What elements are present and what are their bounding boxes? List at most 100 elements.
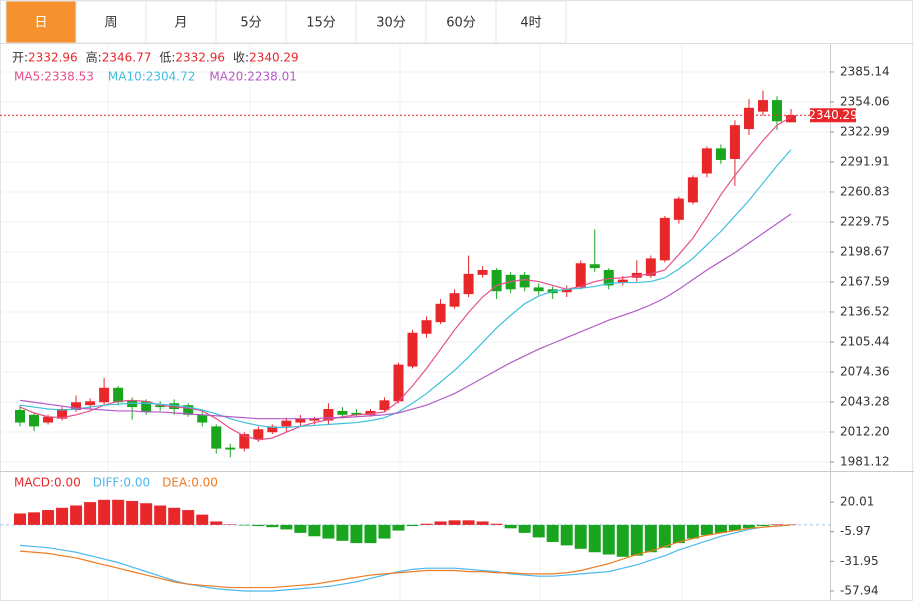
last-price-tag	[810, 108, 856, 123]
macd-bar	[336, 524, 349, 541]
y-tick-label: 2322.99	[840, 124, 890, 138]
legend-text: DEA	[162, 476, 188, 490]
macd-bar	[14, 513, 26, 525]
candle-body	[267, 426, 278, 433]
candle-body	[379, 400, 390, 410]
candle-body	[393, 364, 404, 402]
macd-bar	[785, 524, 797, 526]
macd-bar	[182, 510, 195, 525]
candle-body	[351, 412, 362, 415]
macd-bar	[686, 524, 699, 539]
candle-body	[771, 100, 782, 122]
candle-body	[15, 409, 25, 423]
legend-text: :	[187, 476, 191, 490]
period-tab[interactable]: 周	[75, 0, 147, 44]
candle-body	[743, 107, 754, 130]
ma-line	[19, 116, 792, 441]
period-tab[interactable]: 15分	[285, 0, 357, 44]
candle-body	[449, 293, 460, 307]
period-tabs: 日 周 月 5分 15分 30分 60分 4时	[5, 0, 567, 44]
macd-bar	[238, 524, 251, 526]
legend-text: 2338.53	[44, 70, 94, 84]
candle-body	[729, 125, 740, 159]
candle-body	[43, 416, 54, 423]
macd-bar	[70, 505, 83, 525]
macd-bar	[210, 521, 223, 525]
y-tick-label: 2167.59	[840, 274, 890, 288]
macd-bar	[56, 507, 69, 525]
y-tick-label: -31.95	[840, 554, 879, 568]
macd-bar	[196, 514, 209, 525]
candle-body	[225, 447, 236, 450]
candle-body	[309, 418, 320, 421]
y-tick-label: 2012.20	[840, 424, 890, 438]
candle-body	[295, 418, 306, 423]
legend-text: MACD	[14, 476, 50, 490]
macd-bar	[154, 505, 167, 525]
last-price-label: 2340.29	[808, 108, 858, 122]
macd-bar	[308, 524, 321, 537]
candle-body	[589, 264, 600, 269]
macd-bar	[574, 524, 587, 549]
legend-text: 高:	[86, 50, 102, 65]
legend-text: 0.00	[191, 476, 218, 490]
y-tick-label: 1981.12	[840, 455, 890, 469]
candle-body	[253, 429, 264, 439]
macd-bar	[532, 524, 545, 538]
period-tab[interactable]: 月	[145, 0, 217, 44]
candle-body	[687, 177, 698, 203]
candle-body	[603, 270, 614, 286]
macd-bar	[518, 524, 531, 533]
period-tab[interactable]: 30分	[355, 0, 427, 44]
macd-bar	[280, 524, 293, 530]
macd-bar	[322, 524, 335, 539]
legend-text: 2304.72	[146, 70, 196, 84]
macd-bar	[98, 499, 111, 525]
period-tab[interactable]: 日	[5, 0, 77, 44]
candle-body	[323, 409, 334, 421]
legend-text: :	[142, 70, 146, 84]
tab-label: 日	[34, 16, 47, 31]
candle-body	[491, 270, 502, 292]
macd-line	[19, 524, 792, 589]
y-tick-label: -57.94	[840, 583, 879, 597]
candle-body	[239, 434, 250, 449]
macd-bar	[392, 524, 405, 531]
macd-bar	[350, 524, 363, 544]
period-tab[interactable]: 5分	[215, 0, 287, 44]
period-tab[interactable]: 4时	[495, 0, 567, 44]
candle-body	[141, 401, 152, 412]
macd-line	[19, 524, 792, 592]
legend-text: 收:	[233, 51, 249, 65]
macd-bar	[462, 520, 475, 525]
macd-bar	[448, 520, 461, 525]
macd-bar	[476, 521, 489, 525]
candle-body	[421, 320, 432, 334]
candle-body	[575, 263, 586, 288]
legend-text: :	[243, 70, 247, 84]
macd-bar	[252, 524, 265, 527]
candle-body	[365, 410, 376, 415]
y-tick-label: 2260.83	[840, 184, 890, 198]
macd-bar	[28, 512, 41, 525]
macd-bar	[378, 524, 391, 539]
macd-bar	[224, 524, 237, 525]
macd-bar	[504, 524, 517, 529]
legend-text: MA10	[108, 70, 142, 84]
legend-text: :	[119, 476, 123, 490]
macd-bar	[364, 524, 377, 544]
macd-bar	[406, 524, 419, 527]
macd-bar	[616, 524, 629, 557]
candle-body	[183, 405, 194, 415]
period-tab[interactable]: 60分	[425, 0, 497, 44]
macd-bar	[294, 524, 307, 533]
candle-body	[757, 100, 768, 112]
candle-body	[169, 403, 180, 410]
macd-bar	[602, 524, 615, 555]
y-tick-label: 2105.44	[840, 334, 890, 348]
macd-bar	[728, 524, 741, 531]
macd-bar	[630, 524, 643, 556]
macd-bar	[714, 524, 727, 533]
legend-text: :	[40, 70, 44, 84]
